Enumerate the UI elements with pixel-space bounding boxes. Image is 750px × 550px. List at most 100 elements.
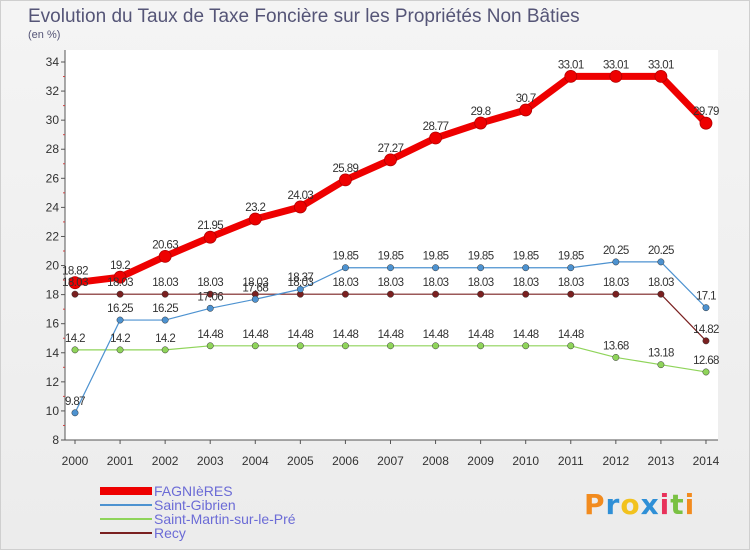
data-label: 17.68 (242, 282, 268, 294)
data-label: 19.85 (333, 251, 359, 263)
data-label: 18.03 (62, 277, 88, 289)
legend-swatch (100, 518, 152, 520)
logo-letter: i (659, 488, 671, 521)
data-label: 18.03 (558, 277, 584, 289)
data-label: 14.48 (197, 329, 223, 341)
data-label: 18.37 (287, 272, 313, 284)
logo-letter: o (620, 488, 641, 521)
data-point (341, 342, 349, 350)
data-label: 18.82 (62, 266, 88, 278)
plot-area (65, 50, 718, 440)
x-tick-label: 2003 (197, 454, 224, 468)
data-label: 16.25 (107, 303, 133, 315)
data-point (206, 304, 214, 312)
data-point (341, 264, 349, 272)
data-point (702, 337, 710, 345)
proxiti-logo: Proxiti (584, 488, 695, 521)
data-point (71, 290, 79, 298)
data-point (477, 290, 485, 298)
data-label: 23.2 (245, 202, 265, 214)
y-tick-label: 28 (46, 142, 60, 156)
data-point (477, 264, 485, 272)
data-point (432, 290, 440, 298)
data-label: 16.25 (152, 303, 178, 315)
data-label: 14.2 (155, 333, 175, 345)
y-tick-label: 12 (46, 375, 60, 389)
data-label: 13.68 (603, 340, 629, 352)
data-label: 18.03 (603, 277, 629, 289)
data-label: 18.03 (152, 277, 178, 289)
y-tick-label: 8 (52, 433, 59, 447)
data-point (296, 285, 304, 293)
data-point (612, 290, 620, 298)
data-label: 18.03 (287, 277, 313, 289)
data-label: 17.1 (696, 291, 716, 303)
data-point (161, 290, 169, 298)
data-label: 19.85 (423, 251, 449, 263)
data-point (612, 258, 620, 266)
data-point (699, 116, 713, 130)
y-tick-label: 16 (46, 317, 60, 331)
data-point (477, 342, 485, 350)
data-point (206, 342, 214, 350)
data-label: 19.2 (110, 260, 130, 272)
data-label: 33.01 (603, 59, 629, 71)
x-tick-label: 2014 (693, 454, 720, 468)
data-label: 14.2 (110, 333, 130, 345)
data-label: 14.48 (423, 329, 449, 341)
x-tick-label: 2011 (558, 454, 584, 468)
data-point (251, 342, 259, 350)
data-label: 33.01 (648, 59, 674, 71)
y-tick-label: 26 (46, 171, 60, 185)
data-label: 18.03 (378, 277, 404, 289)
data-label: 14.48 (287, 329, 313, 341)
data-point (296, 342, 304, 350)
data-point (654, 69, 668, 83)
data-point (71, 346, 79, 354)
data-label: 18.03 (648, 277, 674, 289)
data-point (339, 173, 352, 187)
data-point (522, 264, 530, 272)
data-label: 14.48 (333, 329, 359, 341)
x-tick-label: 2012 (602, 454, 629, 468)
data-point (387, 264, 394, 272)
data-label: 17.06 (197, 291, 223, 303)
data-point (158, 249, 172, 263)
y-tick-label: 32 (46, 84, 60, 98)
data-label: 14.82 (693, 324, 719, 336)
data-label: 19.85 (378, 251, 404, 263)
data-label: 14.48 (513, 329, 539, 341)
data-label: 14.48 (378, 329, 404, 341)
data-point (702, 304, 710, 312)
data-label: 28.77 (423, 121, 449, 133)
data-point (522, 290, 530, 298)
data-label: 18.03 (107, 277, 133, 289)
data-label: 27.27 (378, 143, 404, 155)
data-label: 20.25 (603, 245, 629, 257)
logo-letter: x (640, 488, 660, 521)
data-point (387, 342, 394, 350)
x-tick-label: 2002 (152, 454, 179, 468)
data-label: 14.2 (65, 333, 85, 345)
legend-swatch (100, 487, 152, 495)
data-label: 25.89 (333, 163, 359, 175)
data-point (432, 264, 440, 272)
chart-title: Evolution du Taux de Taxe Foncière sur l… (28, 6, 580, 27)
chart-subtitle: (en %) (28, 29, 61, 41)
data-point (657, 290, 665, 298)
data-label: 18.03 (197, 277, 223, 289)
data-label: 18.03 (468, 277, 494, 289)
x-tick-label: 2008 (422, 454, 449, 468)
line-chart: 8 10 12 14 16 18 20 22 24 26 28 30 32 34 2000 2001 2002 2… (46, 50, 720, 468)
data-point (384, 153, 397, 167)
data-label: 19.85 (558, 251, 584, 263)
data-point (429, 131, 442, 145)
data-point (567, 290, 575, 298)
data-point (113, 270, 127, 284)
data-point (116, 290, 124, 298)
data-label: 18.03 (423, 277, 449, 289)
data-label: 13.18 (648, 348, 674, 360)
data-point (474, 116, 488, 130)
data-point (387, 290, 394, 298)
data-point (432, 342, 440, 350)
